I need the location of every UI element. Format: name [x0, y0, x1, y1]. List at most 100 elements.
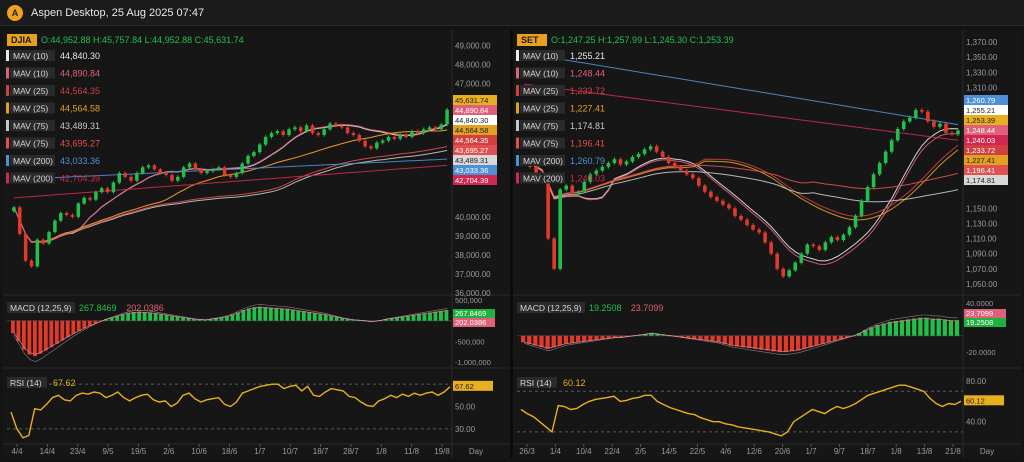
price-flag-label: 43,489.31 — [455, 156, 488, 165]
candle-body — [252, 152, 256, 156]
aspen-logo-icon: A — [7, 4, 23, 21]
x-tick-label: 1/7 — [805, 447, 817, 456]
macd-histogram-bar — [814, 335, 819, 346]
macd-histogram-bar — [148, 312, 153, 321]
macd-histogram-bar — [692, 335, 697, 340]
rsi-flag — [964, 395, 1004, 406]
macd-flag — [453, 309, 495, 318]
candle-body — [421, 129, 426, 134]
pane-divider[interactable] — [510, 30, 513, 458]
symbol-tag — [7, 34, 37, 46]
macd-label: MACD (12,25,9) — [10, 303, 72, 313]
candle-body — [600, 166, 605, 171]
macd-value: 267.8469 — [79, 303, 117, 313]
macd-histogram-bar — [153, 313, 158, 321]
indicator-tag — [520, 50, 565, 61]
candle-body — [944, 123, 948, 133]
macd-histogram-bar — [98, 320, 103, 322]
indicator-tag — [10, 102, 55, 114]
price-flag — [964, 105, 1008, 115]
macd-histogram-bar — [924, 317, 929, 336]
x-tick-label: 18/7 — [860, 447, 876, 456]
indicator-color-swatch — [516, 120, 519, 131]
price-flag — [453, 145, 497, 155]
x-tick-label: 9/7 — [834, 447, 846, 456]
indicator-name: MAV (10) — [13, 51, 48, 61]
candle-body — [211, 169, 215, 172]
moving-average-line — [13, 149, 448, 244]
macd-histogram-bar — [679, 335, 685, 338]
price-flag — [964, 125, 1008, 135]
candle-body — [829, 237, 834, 243]
indicator-value: 43,695.27 — [60, 139, 100, 149]
macd-tick-label: -1,000,000 — [455, 358, 491, 367]
x-tick-label: 9/5 — [103, 447, 115, 456]
indicator-color-swatch — [516, 137, 519, 149]
indicator-name: MAV (25) — [13, 86, 48, 96]
macd-histogram-bar — [170, 315, 174, 321]
candle-body — [757, 229, 761, 233]
macd-histogram-bar — [71, 320, 76, 334]
candle-body — [111, 182, 116, 193]
candle-body — [938, 123, 942, 127]
price-tick-label: 1,090.00 — [966, 250, 998, 259]
set-chart-pane[interactable]: 1,370.001,350.001,330.001,310.001,290.00… — [513, 30, 1021, 458]
x-tick-label: 21/8 — [945, 447, 961, 456]
djia-chart-pane[interactable]: 49,000.0048,000.0047,000.0046,000.0040,0… — [3, 30, 510, 458]
x-tick-label: 14/5 — [661, 447, 677, 456]
macd-histogram-bar — [104, 319, 109, 321]
macd-histogram-bar — [783, 335, 789, 353]
candle-body — [642, 149, 647, 154]
macd-histogram-bar — [741, 335, 746, 348]
candle-body — [140, 167, 145, 174]
indicator-value: 1,233.72 — [570, 86, 605, 96]
price-flag — [453, 105, 497, 115]
macd-tick-label: -20.0000 — [966, 348, 996, 357]
symbol-tag — [517, 34, 547, 46]
set-chart[interactable]: 1,370.001,350.001,330.001,310.001,290.00… — [513, 30, 1021, 458]
candle-body — [416, 131, 420, 134]
price-tick-label: 1,310.00 — [966, 83, 998, 92]
x-axis-label: Day — [980, 447, 994, 456]
rsi-label: RSI (14) — [10, 378, 42, 388]
macd-histogram-bar — [27, 320, 32, 355]
macd-histogram-bar — [323, 314, 328, 321]
indicator-value: 42,704.39 — [60, 174, 100, 184]
moving-average-line — [523, 158, 959, 203]
indicator-color-swatch — [516, 172, 519, 184]
candle-body — [193, 163, 198, 170]
macd-histogram-bar — [655, 334, 660, 336]
macd-signal-line — [524, 318, 958, 352]
indicator-color-swatch — [6, 102, 9, 114]
candle-body — [715, 197, 719, 201]
x-tick-label: 2/6 — [163, 447, 175, 456]
x-tick-label: 19/8 — [434, 447, 450, 456]
candle-body — [895, 128, 900, 141]
macd-histogram-bar — [164, 314, 169, 321]
indicator-value: 44,564.35 — [60, 86, 100, 96]
macd-histogram-bar — [38, 320, 43, 354]
x-axis-label: Day — [469, 447, 483, 456]
djia-chart[interactable]: 49,000.0048,000.0047,000.0046,000.0040,0… — [3, 30, 510, 458]
macd-histogram-bar — [334, 316, 339, 321]
candle-body — [281, 131, 285, 135]
macd-histogram-bar — [428, 312, 432, 321]
symbol-header: SET O:1,247.25 H:1,257.99 L:1,245.30 C:1,… — [517, 34, 734, 46]
symbol-header: DJIA O:44,952.88 H:45,757.84 L:44,952.88 … — [7, 34, 244, 46]
candle-body — [817, 246, 822, 250]
candle-body — [739, 215, 743, 220]
indicator-color-swatch — [516, 67, 519, 79]
macd-histogram-bar — [21, 320, 26, 350]
candle-body — [64, 213, 69, 215]
indicator-value: 1,260.79 — [570, 156, 605, 166]
macd-histogram-bar — [329, 315, 334, 321]
candle-body — [570, 185, 575, 194]
candle-body — [763, 232, 767, 243]
indicator-color-swatch — [516, 102, 519, 114]
candle-body — [950, 132, 954, 135]
rsi-label-tag — [517, 377, 557, 388]
indicator-tag — [10, 50, 55, 61]
macd-histogram-bar — [789, 335, 795, 352]
symbol-label: SET — [521, 35, 539, 45]
macd-histogram-bar — [569, 335, 575, 344]
